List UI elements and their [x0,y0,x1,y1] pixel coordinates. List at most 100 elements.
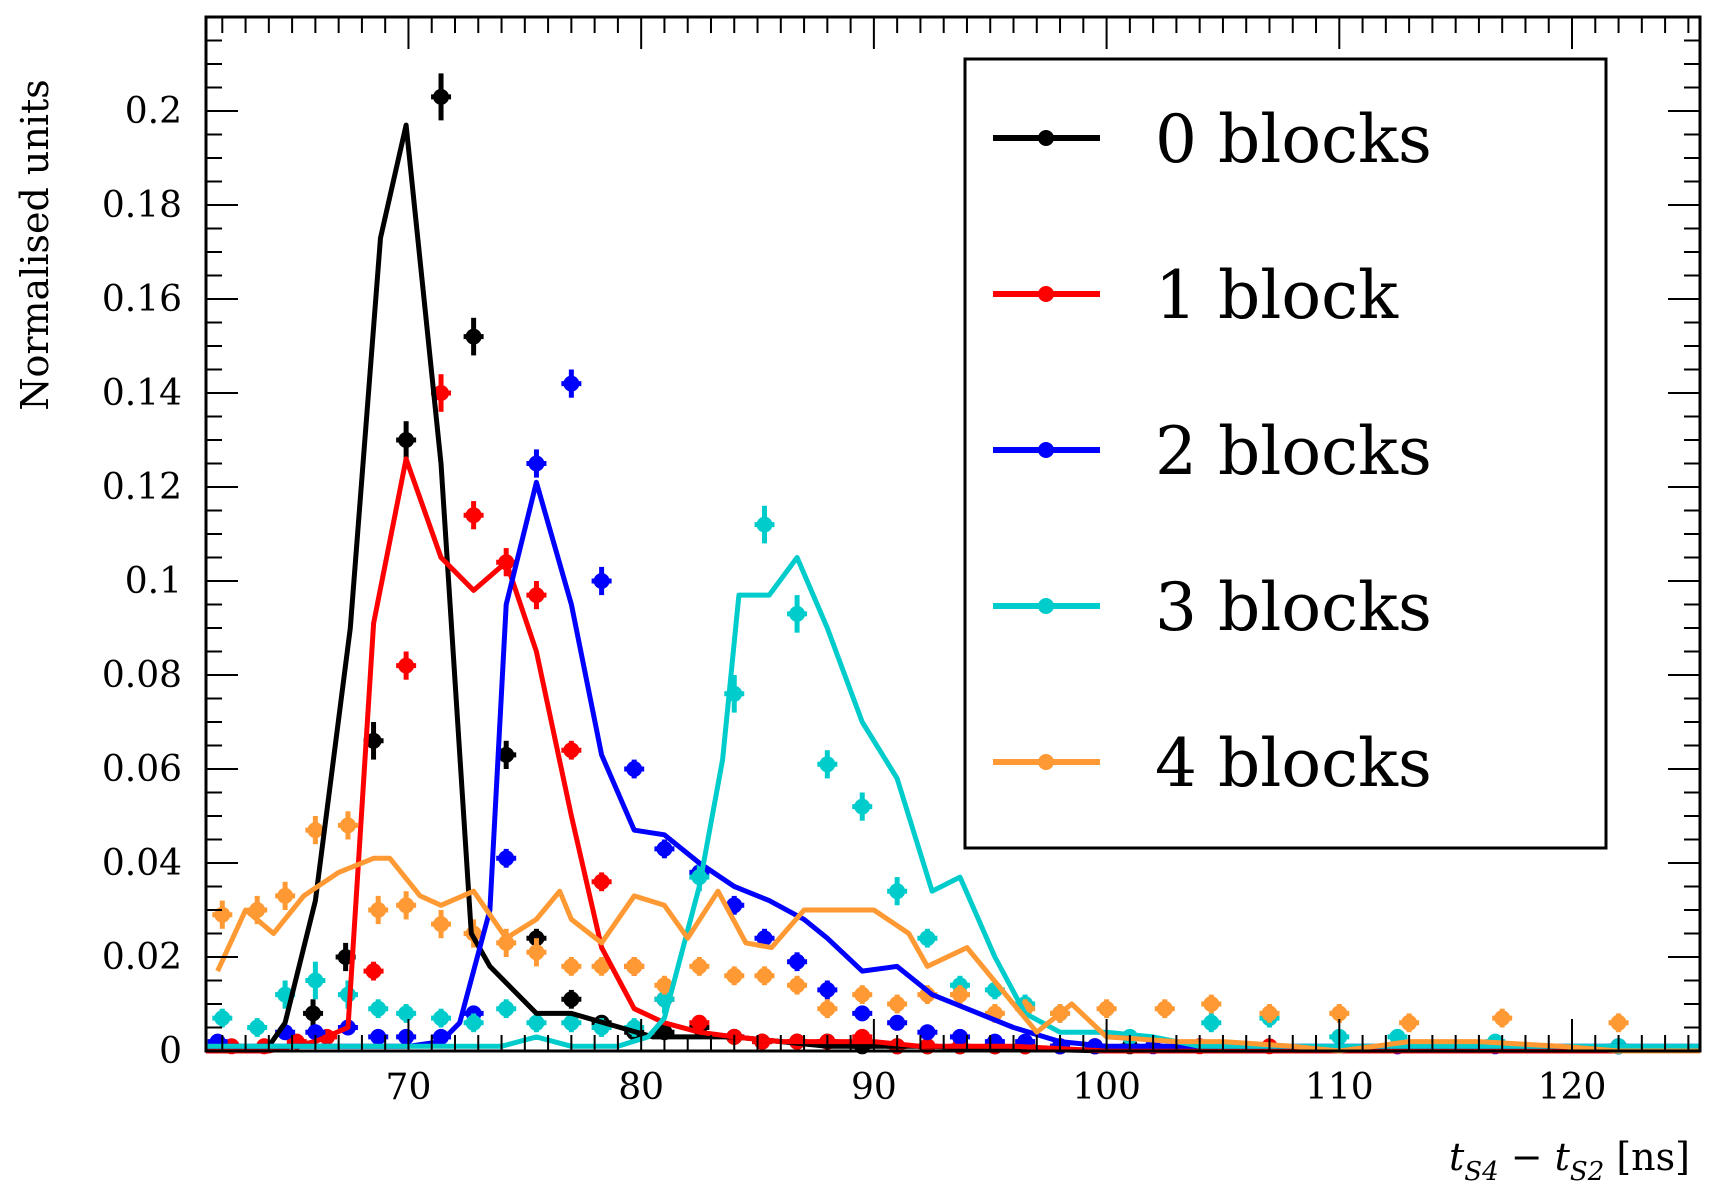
point-marker [756,967,773,984]
point-marker [1203,996,1220,1012]
data-point [212,1008,233,1028]
data-point [787,975,808,995]
point-marker [249,1019,266,1036]
data-point [852,792,873,821]
data-point [887,877,908,906]
legend-entry-4-blocks: 4 blocks [993,725,1432,802]
legend-label: 0 blocks [1155,101,1432,178]
point-marker [528,1014,545,1031]
point-marker [398,1005,415,1022]
data-point [561,957,582,976]
point-marker [1098,1000,1115,1017]
data-point [561,1013,582,1033]
point-marker [563,375,580,392]
data-point [887,994,908,1014]
point-marker [691,958,708,975]
x-tick-label: 110 [1305,1067,1374,1108]
legend-label: 1 block [1155,257,1399,334]
series-line-2-blocks [206,479,1700,1049]
data-point [337,811,358,840]
x-axis-title: tS4 − tS2 [ns] [1449,1135,1690,1187]
data-point [305,961,326,1000]
point-marker [433,88,450,105]
point-marker [307,972,324,989]
data-point [496,848,517,868]
data-point [431,1008,452,1028]
x-tick-label: 100 [1072,1067,1141,1108]
point-marker [277,887,294,904]
point-marker [889,883,906,900]
data-point [852,985,873,1004]
point-marker [307,822,324,839]
legend: 0 blocks 1 block 2 blocks 3 blocks 4 blocks [963,57,1608,850]
y-tick-label: 0.14 [102,373,182,414]
data-point [275,881,296,910]
point-marker [339,817,356,834]
x-axis-title-sub2: S2 [1570,1157,1604,1187]
point-marker [789,605,806,622]
point-marker [819,756,836,773]
data-point [1154,999,1175,1019]
data-point [396,891,417,920]
point-marker [337,949,354,965]
point-marker [819,1000,836,1017]
x-axis-title-unit: [ns] [1604,1135,1690,1179]
point-marker [626,761,643,777]
point-marker [854,798,871,815]
legend-label: 3 blocks [1155,569,1432,646]
point-marker [563,958,580,975]
point-marker [656,977,673,994]
point-marker [854,986,871,1003]
point-marker [398,1028,415,1045]
data-point [591,872,612,892]
point-marker [214,1010,231,1027]
point-marker [365,732,382,749]
data-point [303,999,324,1028]
data-point [396,1028,417,1045]
legend-label: 4 blocks [1155,725,1432,802]
y-tick-label: 0 [159,1031,182,1072]
data-point [363,722,384,760]
data-point [526,581,547,610]
data-point [526,449,547,478]
point-marker [563,1014,580,1031]
legend-marker [1038,130,1054,146]
point-marker [951,1028,968,1045]
y-tick-label: 0.04 [102,843,182,884]
point-marker [626,958,643,975]
axis-ticks [206,16,1700,1052]
point-marker [593,958,610,975]
data-point [247,1018,268,1037]
point-marker [370,1000,387,1017]
point-marker [1203,1014,1220,1031]
point-marker [305,1005,322,1022]
data-point [396,651,417,680]
point-marker [889,1014,906,1031]
point-marker [691,1014,708,1031]
data-point [852,1005,873,1022]
data-point [496,999,517,1019]
data-point [335,942,356,972]
data-point [817,980,838,1000]
point-marker [528,944,545,961]
point-marker [307,1024,324,1041]
data-point [368,999,389,1019]
legend-entry-1-block: 1 block [993,257,1399,334]
legend-entry-0-blocks: 0 blocks [993,101,1432,178]
data-point [724,966,745,986]
legend-label: 2 blocks [1155,413,1432,490]
point-marker [433,1010,450,1027]
x-tick-label: 70 [386,1067,432,1108]
point-marker [433,385,450,401]
point-marker [398,657,415,674]
series-layer [205,73,1700,1055]
legend-marker [1038,286,1054,302]
point-marker [819,981,836,998]
point-marker [365,963,382,980]
point-marker [563,742,580,759]
point-marker [498,934,515,951]
legend-entry-2-blocks: 2 blocks [993,413,1432,490]
data-point [1608,1013,1629,1033]
y-axis-title: Normalised units [13,79,57,411]
point-marker [726,967,743,984]
